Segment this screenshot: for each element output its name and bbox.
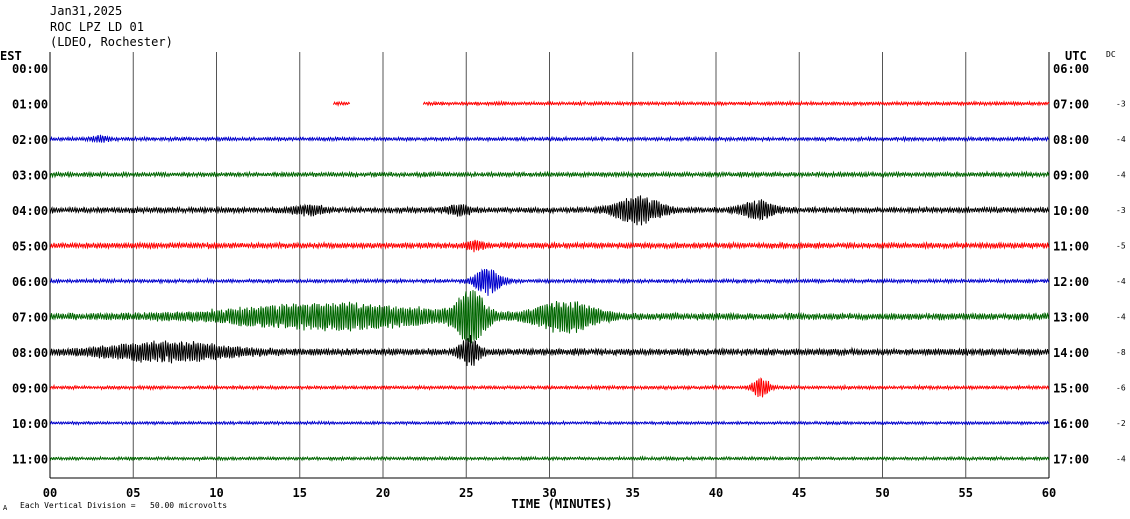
est-label: 00:00 [12,62,48,76]
x-tick-label: 30 [542,486,556,500]
x-tick-label: 25 [459,486,473,500]
dc-value: -4 [1116,313,1126,322]
trace-06:00 [49,268,1050,296]
x-tick-label: 10 [209,486,223,500]
est-label: 09:00 [12,382,48,396]
utc-label: 10:00 [1053,204,1089,218]
utc-label: 15:00 [1053,382,1089,396]
x-tick-label: 40 [709,486,723,500]
trace-01:00 [422,99,1050,108]
x-tick-label: 20 [376,486,390,500]
est-label: 08:00 [12,346,48,360]
utc-label: 12:00 [1053,275,1089,289]
trace-03:00 [49,170,1050,179]
utc-label: 08:00 [1053,133,1089,147]
trace-08:00 [49,334,1050,367]
x-tick-label: 55 [959,486,973,500]
trace-11:00 [49,454,1050,463]
x-tick-label: 00 [43,486,57,500]
trace-01:00 [333,100,351,107]
dc-value: -5 [1116,242,1126,251]
x-tick-label: 15 [293,486,307,500]
est-label: 07:00 [12,311,48,325]
x-tick-label: 50 [875,486,889,500]
dc-value: -4 [1116,171,1126,180]
utc-label: 06:00 [1053,62,1089,76]
utc-label: 16:00 [1053,417,1089,431]
x-tick-label: 45 [792,486,806,500]
dc-column-label: DC [1106,50,1116,59]
utc-labels: 06:00 07:00 08:00 09:00 10:00 11:00 12:00 13:00… [1053,62,1089,467]
utc-label: 07:00 [1053,98,1089,112]
dc-value: -4 [1116,455,1126,464]
trace-05:00 [49,239,1050,253]
trace-10:00 [49,419,1050,427]
trace-02:00 [49,134,1050,144]
dc-values: -3 -4 -4 -3 -5 -4 -4 -8 -6 -2 -4 [1116,100,1126,464]
dc-value: -4 [1116,135,1126,144]
right-axis-label: UTC [1065,49,1087,63]
header-station: ROC LPZ LD 01 [50,20,144,34]
time-grid [49,52,1050,479]
trace-07:00 [49,290,1050,344]
dc-value: -3 [1116,206,1126,215]
est-label: 10:00 [12,417,48,431]
dc-value: -2 [1116,419,1126,428]
dc-value: -6 [1116,384,1126,393]
corner-mark: A [3,504,8,512]
est-label: 04:00 [12,204,48,218]
est-label: 05:00 [12,240,48,254]
scale-note: Each Vertical Division = 50.00 microvolt… [20,501,227,510]
x-tick-label: 05 [126,486,140,500]
utc-label: 09:00 [1053,169,1089,183]
utc-label: 17:00 [1053,453,1089,467]
est-label: 11:00 [12,453,48,467]
est-label: 03:00 [12,169,48,183]
dc-value: -4 [1116,277,1126,286]
dc-value: -3 [1116,100,1126,109]
trace-09:00 [49,377,1050,398]
est-label: 06:00 [12,275,48,289]
est-labels: 00:00 01:00 02:00 03:00 04:00 05:00 06:00 07:00… [12,62,48,467]
utc-label: 14:00 [1053,346,1089,360]
est-label: 02:00 [12,133,48,147]
left-axis-label: EST [0,49,22,63]
x-tick-label: 35 [626,486,640,500]
utc-label: 11:00 [1053,240,1089,254]
trace-04:00 [49,195,1050,226]
est-label: 01:00 [12,98,48,112]
utc-label: 13:00 [1053,311,1089,325]
header-date: Jan31,2025 [50,4,122,18]
header-network: (LDEO, Rochester) [50,35,173,49]
x-axis-ticks: 00 05 10 15 20 25 30 35 40 45 50 55 60 [43,486,1056,500]
x-axis-title: TIME (MINUTES) [511,497,612,511]
x-tick-label: 60 [1042,486,1056,500]
trace-rows [49,99,1050,463]
dc-value: -8 [1116,348,1126,357]
header-block: Jan31,2025 ROC LPZ LD 01 (LDEO, Rocheste… [50,4,173,49]
